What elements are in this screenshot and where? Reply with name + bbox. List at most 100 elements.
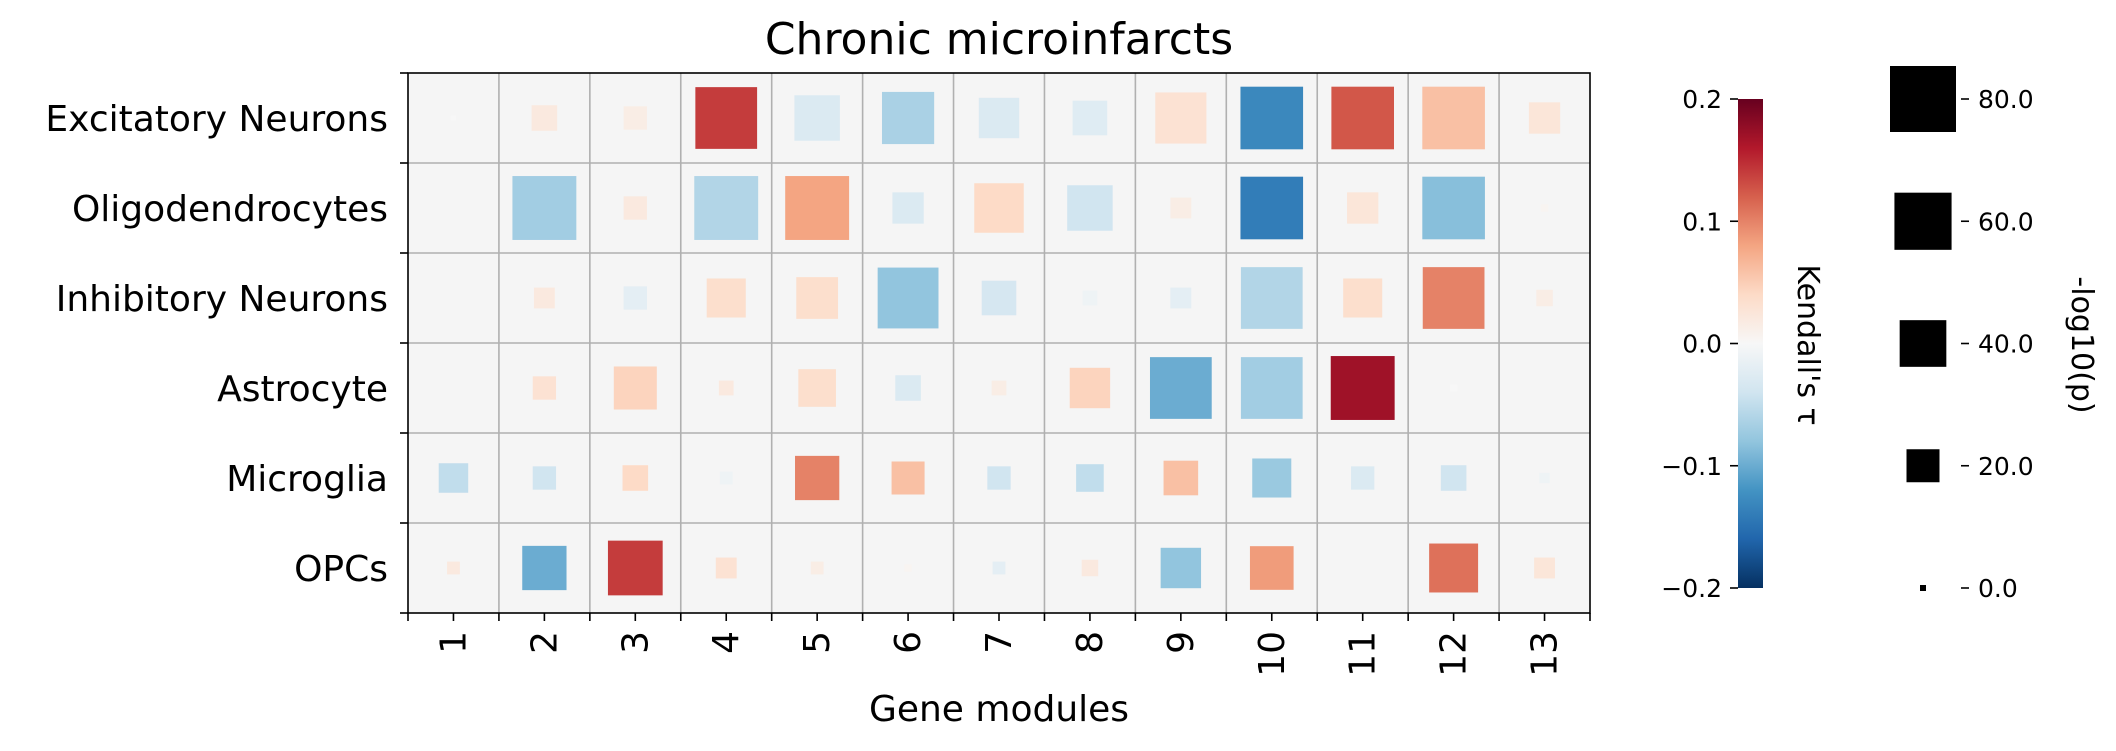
heatmap-cell — [1343, 278, 1383, 318]
heatmap-cell — [1240, 357, 1303, 419]
heatmap-cell — [623, 106, 647, 130]
colorbar: 0.2 0.1 0.0 −0.1 −0.2 — [1661, 85, 1763, 603]
size-legend-marker — [1920, 585, 1926, 591]
heatmap-cell — [1534, 557, 1555, 579]
heatmap-cell — [1528, 102, 1561, 134]
heatmap-cell — [1081, 559, 1099, 577]
size-legend-marker — [1906, 449, 1940, 483]
heatmap-cell — [450, 115, 457, 121]
size-legend: 80.0 60.0 40.0 20.0 0.0 — [1890, 66, 2034, 603]
heatmap-cell — [1422, 86, 1485, 150]
y-tick-label: Oligodendrocytes — [72, 189, 388, 230]
x-tick-label: 4 — [706, 631, 747, 654]
x-tick-label: 1 — [433, 631, 474, 654]
heatmap-cell — [992, 561, 1006, 575]
heatmap-cell — [1440, 465, 1467, 491]
heatmap-cell — [794, 95, 840, 141]
heatmap-cell — [623, 286, 647, 310]
heatmap-cell — [1330, 356, 1395, 420]
heatmap-cell — [718, 380, 734, 396]
size-legend-label-item: 20.0 — [1978, 452, 2034, 481]
heatmap-cell — [785, 176, 850, 240]
heatmap-cell — [695, 87, 758, 149]
x-tick-label: 6 — [888, 631, 929, 654]
heatmap-cell — [1170, 287, 1192, 309]
heatmap-cell — [1240, 86, 1304, 150]
x-tick-label: 8 — [1070, 631, 1111, 654]
x-tick-label: 7 — [979, 631, 1020, 654]
heatmap-cell — [1240, 267, 1303, 329]
x-tick-label: 12 — [1434, 631, 1475, 677]
size-legend-label: -log10(p) — [2064, 276, 2099, 413]
x-axis-title: Gene modules — [869, 689, 1129, 730]
heatmap-cell — [987, 466, 1011, 490]
heatmap-cell — [1351, 466, 1375, 490]
x-tick-label: 9 — [1161, 631, 1202, 654]
heatmap-cell — [895, 375, 921, 401]
colorbar-tick-label: −0.2 — [1661, 574, 1722, 603]
size-legend-label-item: 0.0 — [1978, 574, 2018, 603]
heatmap-cell — [881, 91, 935, 145]
heatmap-cell — [1422, 176, 1485, 240]
heatmap-cell — [532, 466, 557, 490]
y-tick-label: OPCs — [294, 549, 388, 590]
colorbar-tick-label: −0.1 — [1661, 452, 1722, 481]
heatmap-cell — [978, 97, 1020, 139]
heatmap-cell — [623, 196, 647, 220]
heatmap-cell — [810, 561, 824, 575]
heatmap-cell — [1449, 384, 1458, 392]
x-axis-labels: 1 2 3 4 5 6 7 8 9 10 11 12 13 — [407, 613, 1591, 677]
heatmap-cell — [1422, 267, 1485, 329]
colorbar-tick-label: 0.2 — [1682, 85, 1722, 114]
heatmap-cell — [694, 176, 759, 240]
size-legend-marker — [1890, 66, 1956, 132]
heatmap-cell — [891, 461, 925, 495]
heatmap-cell — [1067, 185, 1113, 231]
heatmap-cell — [1170, 197, 1192, 219]
size-legend-marker — [1899, 320, 1947, 367]
y-tick-label: Inhibitory Neurons — [56, 279, 388, 320]
heatmap-cell — [1072, 100, 1108, 136]
heatmap-cell — [447, 561, 460, 575]
x-tick-label: 13 — [1525, 631, 1566, 677]
heatmap-cell — [1082, 290, 1098, 306]
colorbar-tick-label: 0.1 — [1682, 207, 1722, 236]
heatmap-cell — [1155, 92, 1207, 144]
heatmap-cell — [1163, 460, 1199, 496]
heatmap-cell — [1539, 472, 1550, 484]
x-tick-label: 2 — [524, 631, 565, 654]
heatmap-cell — [981, 280, 1017, 316]
heatmap-cell — [1240, 176, 1304, 240]
heatmap-cell — [1347, 192, 1379, 224]
heatmap-cell — [512, 176, 577, 240]
heatmap-cell — [613, 366, 657, 410]
heatmap-cell — [892, 192, 924, 224]
y-tick-label: Astrocyte — [217, 369, 388, 410]
size-legend-label-item: 40.0 — [1978, 330, 2034, 359]
x-tick-label: 10 — [1252, 631, 1293, 677]
heatmap-cell — [798, 369, 836, 407]
heatmap-cell — [719, 471, 733, 485]
heatmap-cell — [1331, 86, 1394, 150]
chart-title: Chronic microinfarcts — [765, 14, 1233, 65]
heatmap-cell — [533, 287, 555, 309]
heatmap-cell — [1160, 547, 1202, 589]
x-tick-label: 3 — [615, 631, 656, 654]
heatmap-cell — [1536, 289, 1553, 307]
x-tick-label: 11 — [1343, 631, 1384, 677]
heatmap-cell — [715, 557, 737, 579]
heatmap-cell — [1252, 458, 1292, 498]
heatmap-cell — [532, 376, 557, 400]
size-legend-marker — [1894, 192, 1952, 250]
size-legend-label-item: 80.0 — [1978, 85, 2034, 114]
heatmap-cell — [796, 277, 839, 319]
heatmap-cell — [991, 380, 1007, 396]
heatmap-cell — [1429, 543, 1479, 593]
colorbar-label: Kendall's τ — [1790, 264, 1825, 425]
heatmap-cell — [795, 455, 840, 501]
heatmap-cell — [706, 278, 746, 318]
y-tick-label: Microglia — [226, 459, 388, 500]
heatmap-cell — [1149, 357, 1212, 419]
y-axis-labels: Excitatory Neurons Oligodendrocytes Inhibi… — [45, 72, 408, 614]
